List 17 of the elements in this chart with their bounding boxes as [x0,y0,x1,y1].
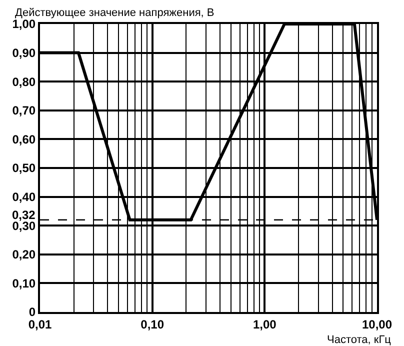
x-tick-label: 1,00 [252,317,277,332]
y-axis-title: Действующее значение напряжения, В [15,7,214,19]
y-tick-label: 0 [28,305,36,320]
y-tick-label: 0,40 [12,190,36,204]
y-tick-label: 0,10 [12,276,36,290]
x-tick-label: 0,01 [28,317,52,332]
x-axis-title: Частота, кГц [327,334,392,346]
ref-line-label: 0,32 [12,208,36,222]
y-tick-label: 0,20 [12,248,36,262]
x-tick-label: 10,00 [362,317,392,332]
y-tick-label: 1,00 [12,17,36,32]
y-tick-label: 0,60 [12,132,36,146]
y-tick-label: 0,70 [12,104,36,118]
y-tick-label: 0,90 [12,46,36,60]
y-tick-label: 0,80 [12,74,36,89]
y-tick-label: 0,50 [12,161,36,176]
x-tick-label: 0,10 [140,317,164,332]
